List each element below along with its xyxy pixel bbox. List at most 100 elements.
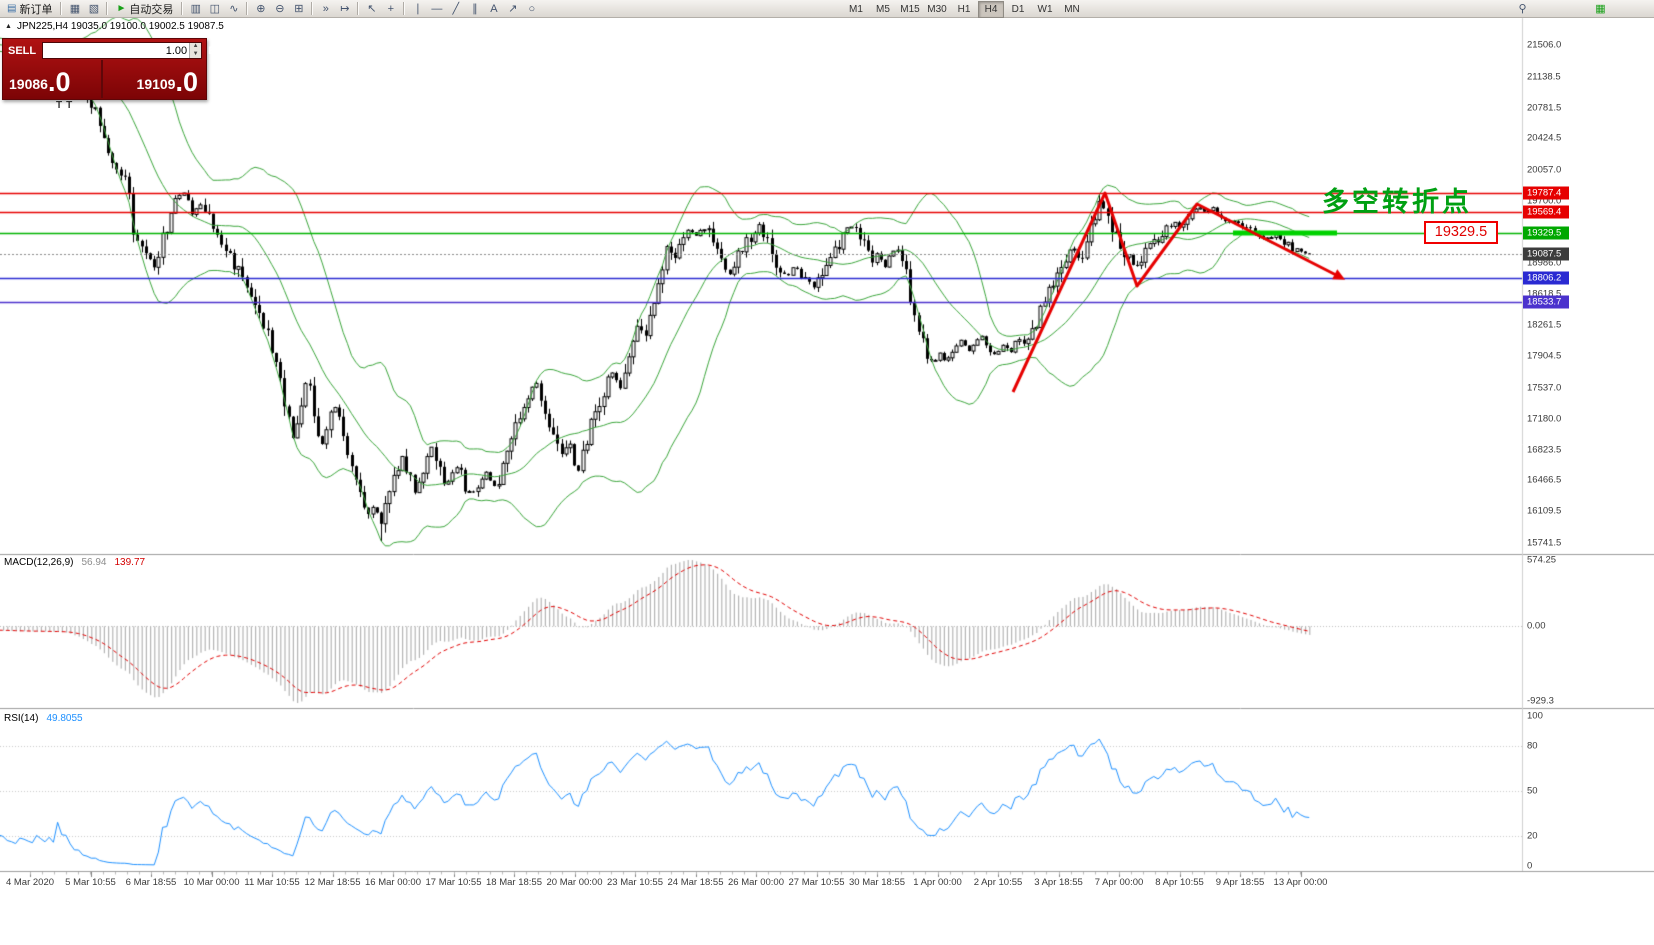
macd-value: 56.94 — [81, 557, 107, 568]
price-tick: 17180.0 — [1527, 413, 1562, 425]
timeframe-m15-button[interactable]: M15 — [900, 4, 920, 15]
price-callout-box: 19329.5 — [1424, 221, 1498, 244]
charts-grid-icon[interactable]: ▦ — [69, 3, 81, 15]
time-label: 7 Apr 00:00 — [1094, 877, 1144, 888]
sell-label: SELL — [8, 44, 37, 57]
price-tick: 16823.5 — [1527, 444, 1562, 456]
trade-panel-divider — [100, 60, 103, 98]
price-tick: 20424.5 — [1527, 132, 1562, 144]
line-chart-icon[interactable]: ∿ — [229, 3, 239, 15]
time-label: 17 Mar 10:55 — [425, 877, 482, 888]
arrows-icon[interactable]: ↗ — [508, 3, 518, 15]
price-tick: 18261.5 — [1527, 319, 1562, 331]
horizontal-line-icon[interactable]: ― — [431, 2, 443, 15]
crosshair-icon[interactable]: + — [387, 2, 395, 15]
toolbar-separator — [181, 2, 184, 15]
time-label: 27 Mar 10:55 — [788, 877, 845, 888]
time-label: 2 Apr 10:55 — [973, 877, 1023, 888]
rsi-title: RSI(14) — [4, 713, 39, 724]
toolbar-group: ► 自动交易 — [111, 0, 178, 17]
volume-decrease-button[interactable]: ▼ — [192, 50, 199, 57]
turning-point-annotation: 多空转折点 — [1322, 187, 1472, 217]
rsi-scale-label: 20 — [1527, 830, 1538, 842]
price-level-tag: 18533.7 — [1523, 295, 1569, 309]
chart-title: JPN225,H4 19035.0 19100.0 19002.5 19087.… — [16, 21, 224, 32]
vertical-line-icon[interactable]: ∣ — [415, 3, 421, 15]
rsi-value: 49.8055 — [46, 713, 83, 724]
time-label: 13 Apr 00:00 — [1273, 877, 1328, 888]
volume-input[interactable] — [43, 43, 190, 58]
timeframe-w1-button[interactable]: W1 — [1037, 4, 1053, 15]
time-label: 12 Mar 18:55 — [304, 877, 361, 888]
rsi-header: RSI(14) 49.8055 — [4, 713, 83, 724]
price-tick: 19700.0 — [1527, 195, 1562, 207]
toolbar: ▤ 新订单 ▦ ▧ ► 自动交易 ▥ ◫ ∿ ⊕ ⊖ ⊞» ↦ ↖ + ∣ ― ╱ ∥ A ↗ ○ M1 M5 M15 M30 H… — [0, 0, 1654, 18]
timeframe-m30-button[interactable]: M30 — [927, 4, 947, 15]
toolbar-separator — [106, 2, 109, 15]
cursor-icon[interactable]: ↖ — [367, 3, 377, 15]
time-label: 24 Mar 18:55 — [667, 877, 724, 888]
time-label: 3 Apr 18:55 — [1034, 877, 1083, 888]
price-level-tag: 19787.4 — [1523, 186, 1569, 200]
timeframe-h4-button[interactable]: H4 — [978, 1, 1004, 18]
timeframe-m1-button[interactable]: M1 — [849, 4, 863, 15]
time-label: 9 Apr 18:55 — [1215, 877, 1265, 888]
rsi-scale-label: 100 — [1527, 710, 1543, 722]
text-icon[interactable]: A — [490, 2, 498, 15]
macd-scale-label: 574.25 — [1527, 554, 1557, 566]
toolbar-group: ▦ ▧ — [65, 0, 103, 17]
current-price-tag: 19087.5 — [1523, 247, 1569, 261]
price-level-tag: 19569.4 — [1523, 205, 1569, 219]
search-icon[interactable]: ⚲ — [1518, 3, 1527, 15]
chart-shift-icon[interactable]: ↦ — [340, 3, 350, 15]
time-label: 4 Mar 2020 — [5, 877, 55, 888]
timeframe-d1-button[interactable]: D1 — [1011, 4, 1025, 15]
equidistant-channel-icon[interactable]: ∥ — [472, 3, 478, 15]
timeframe-mn-button[interactable]: MN — [1064, 4, 1080, 15]
time-label: 16 Mar 00:00 — [365, 877, 421, 888]
auto-trading-button[interactable]: ► 自动交易 — [111, 1, 178, 16]
time-label: 18 Mar 18:55 — [486, 877, 542, 888]
rsi-scale-label: 0 — [1527, 860, 1533, 872]
new-order-icon: ▤ — [7, 3, 17, 14]
new-order-button[interactable]: ▤ 新订单 — [2, 1, 57, 16]
toolbar-separator — [311, 2, 314, 15]
bar-chart-icon[interactable]: ▥ — [190, 3, 202, 15]
toolbar-separator — [246, 2, 249, 15]
auto-scroll-icon[interactable]: » — [322, 2, 329, 15]
macd-signal-value: 139.77 — [114, 557, 146, 568]
volume-increase-button[interactable]: ▲ — [192, 43, 199, 49]
buy-price-fraction: .0 — [175, 67, 198, 97]
trade-panel-toggle-icon[interactable]: ▲ — [5, 23, 12, 30]
toolbar-left-groups: ▤ 新订单 ▦ ▧ ► 自动交易 ▥ ◫ ∿ ⊕ ⊖ ⊞» ↦ ↖ + ∣ ― ╱ ∥ A ↗ ○ — [2, 0, 541, 17]
price-tick: 16466.5 — [1527, 474, 1562, 486]
sell-button[interactable]: 19086.0 — [3, 60, 101, 98]
toolbar-group: ▥ ◫ ∿ — [186, 0, 243, 17]
timeframe-h1-button[interactable]: H1 — [957, 4, 971, 15]
zoom-in-icon[interactable]: ⊕ — [256, 3, 266, 15]
new-chart-icon[interactable]: ▦ — [1595, 3, 1606, 15]
buy-button[interactable]: 19109.0 — [103, 60, 207, 98]
candlestick-chart-icon[interactable]: ◫ — [209, 3, 221, 15]
sell-price-fraction: .0 — [47, 67, 71, 97]
price-tick: 16109.5 — [1527, 505, 1562, 517]
toolbar-separator — [403, 2, 406, 15]
trendline-icon[interactable]: ╱ — [452, 3, 460, 15]
profiles-icon[interactable]: ▧ — [88, 3, 100, 15]
shapes-icon[interactable]: ○ — [528, 2, 536, 15]
tile-windows-icon[interactable]: ⊞ — [294, 3, 304, 15]
time-label: 23 Mar 10:55 — [607, 877, 663, 888]
buy-label: BUY — [208, 44, 232, 57]
toolbar-separator — [60, 2, 63, 15]
zoom-out-icon[interactable]: ⊖ — [275, 3, 285, 15]
buy-price: 19109 — [136, 76, 176, 92]
tt-annotation: TT — [56, 100, 77, 111]
timeframe-m5-button[interactable]: M5 — [876, 4, 890, 15]
price-tick: 17904.5 — [1527, 350, 1562, 362]
volume-control: ▲ ▼ — [42, 42, 203, 59]
macd-title: MACD(12,26,9) — [4, 557, 74, 568]
price-tick: 20781.5 — [1527, 102, 1562, 114]
sell-price: 19086 — [9, 76, 48, 92]
